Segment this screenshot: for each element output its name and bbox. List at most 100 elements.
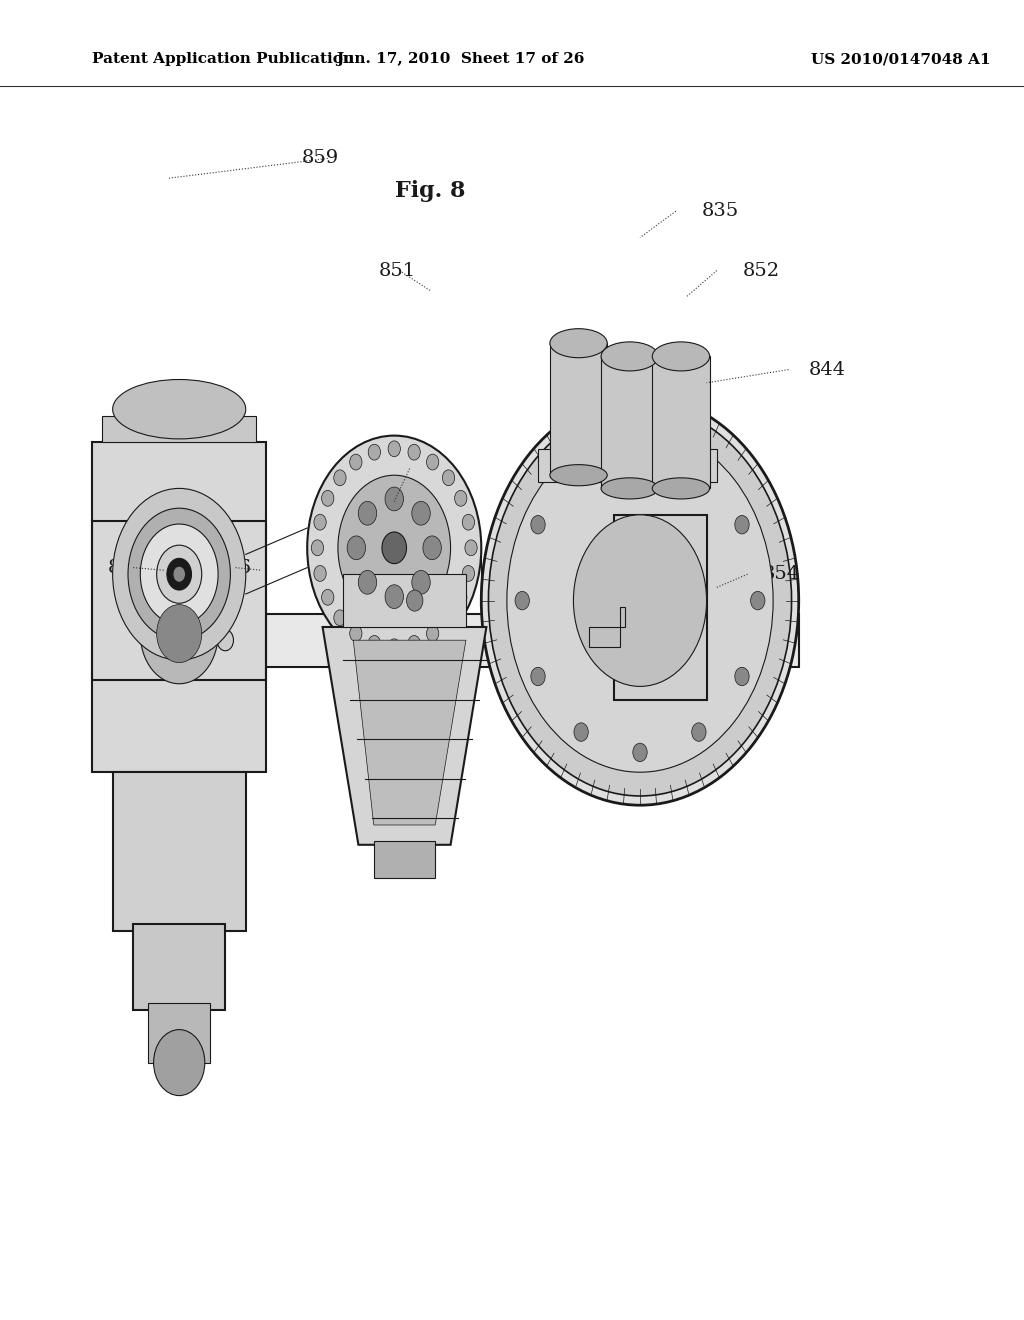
Circle shape [412,502,430,525]
Circle shape [530,515,545,533]
Circle shape [358,570,377,594]
Circle shape [515,591,529,610]
Text: Jun. 17, 2010  Sheet 17 of 26: Jun. 17, 2010 Sheet 17 of 26 [337,53,585,66]
Circle shape [128,508,230,640]
Circle shape [455,590,467,606]
Circle shape [334,470,346,486]
Circle shape [481,396,799,805]
Text: 851: 851 [379,261,416,280]
FancyBboxPatch shape [92,442,266,772]
Circle shape [369,635,381,651]
Circle shape [382,532,407,564]
Circle shape [369,445,381,461]
Circle shape [407,590,423,611]
Circle shape [488,405,792,796]
FancyBboxPatch shape [343,574,466,627]
Circle shape [524,630,541,651]
Circle shape [751,591,765,610]
Circle shape [453,630,469,651]
Polygon shape [589,607,625,647]
Circle shape [347,536,366,560]
FancyBboxPatch shape [113,772,246,931]
Circle shape [173,566,185,582]
FancyBboxPatch shape [118,614,799,667]
Ellipse shape [550,329,607,358]
FancyBboxPatch shape [614,515,707,700]
Circle shape [692,459,707,478]
Circle shape [388,639,400,655]
Circle shape [691,723,706,742]
Circle shape [530,667,545,685]
Circle shape [154,1030,205,1096]
Circle shape [465,540,477,556]
Circle shape [140,524,218,624]
Circle shape [462,515,474,531]
Circle shape [442,470,455,486]
Circle shape [455,491,467,507]
Text: Fig. 8: Fig. 8 [395,181,465,202]
Circle shape [606,630,623,651]
Circle shape [338,475,451,620]
Circle shape [462,565,474,581]
Ellipse shape [652,342,710,371]
Circle shape [322,491,334,507]
Circle shape [388,441,400,457]
Circle shape [334,610,346,626]
Circle shape [573,723,588,742]
Circle shape [426,626,438,642]
Circle shape [217,630,233,651]
Circle shape [573,515,707,686]
Circle shape [412,570,430,594]
Circle shape [633,743,647,762]
Circle shape [408,445,420,461]
Circle shape [140,583,218,684]
Circle shape [385,585,403,609]
Circle shape [442,610,455,626]
Circle shape [314,565,327,581]
Ellipse shape [601,478,658,499]
Polygon shape [353,640,466,825]
Text: 852: 852 [742,261,779,280]
Text: 835: 835 [701,202,738,220]
Circle shape [349,454,362,470]
Circle shape [573,459,588,478]
FancyBboxPatch shape [374,841,435,878]
Text: US 2010/0147048 A1: US 2010/0147048 A1 [811,53,991,66]
Circle shape [167,558,191,590]
Circle shape [113,488,246,660]
Text: 850: 850 [410,459,446,478]
Circle shape [426,454,438,470]
FancyBboxPatch shape [102,416,256,442]
FancyBboxPatch shape [550,343,607,475]
Ellipse shape [550,465,607,486]
Circle shape [314,515,327,531]
Text: Patent Application Publication: Patent Application Publication [92,53,354,66]
Circle shape [157,545,202,603]
Circle shape [507,429,773,772]
Circle shape [385,487,403,511]
Circle shape [423,536,441,560]
Circle shape [349,626,362,642]
Ellipse shape [601,342,658,371]
FancyBboxPatch shape [538,449,717,482]
FancyBboxPatch shape [652,356,710,488]
Text: 854: 854 [763,565,800,583]
Circle shape [322,590,334,605]
Text: 855: 855 [108,558,144,577]
Circle shape [311,540,324,556]
Ellipse shape [652,478,710,499]
Circle shape [633,440,647,458]
Circle shape [156,630,172,651]
Circle shape [358,502,377,525]
Circle shape [735,515,750,533]
Circle shape [307,436,481,660]
Circle shape [408,635,420,651]
Text: 844: 844 [809,360,846,379]
Text: 856: 856 [215,558,252,577]
Text: 859: 859 [302,149,339,168]
Polygon shape [323,627,486,845]
FancyBboxPatch shape [148,1003,210,1063]
FancyBboxPatch shape [133,924,225,1010]
Ellipse shape [113,379,246,438]
Circle shape [735,668,750,686]
